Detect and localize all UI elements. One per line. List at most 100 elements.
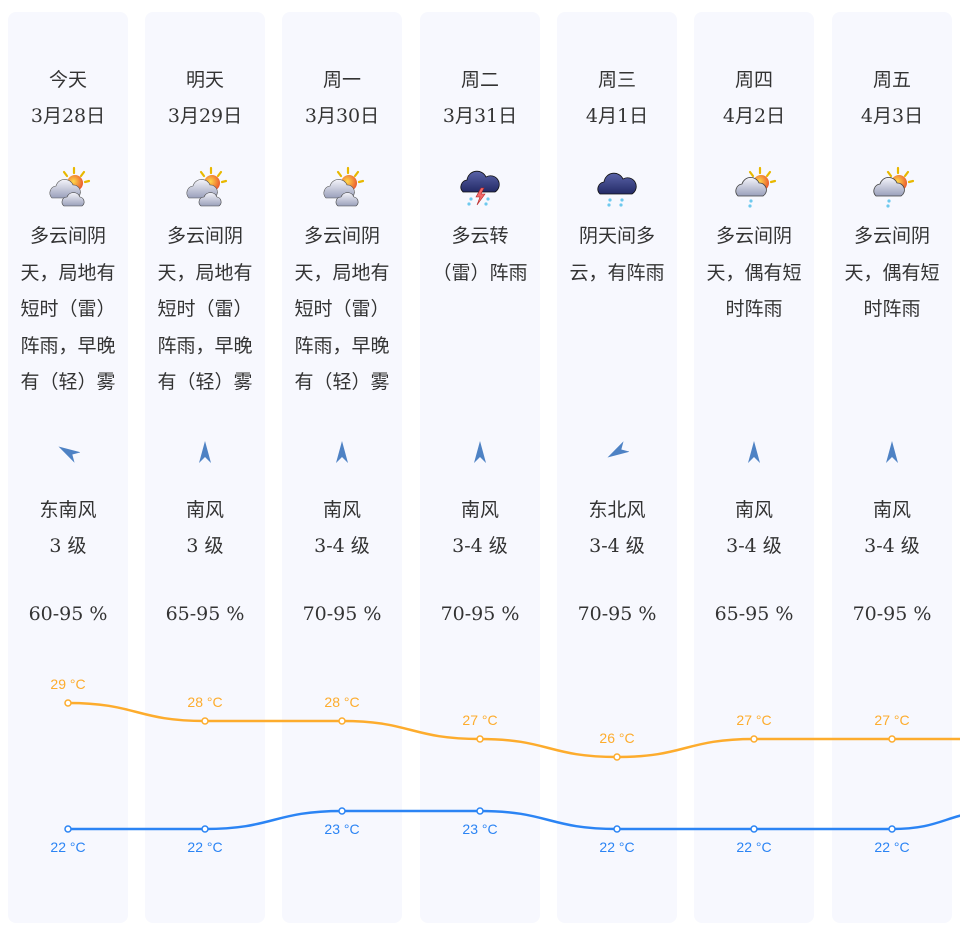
description-line: 短时（雷） [157, 298, 253, 320]
description-line: 有（轻）雾 [157, 371, 253, 393]
humidity: 60-95 % [28, 603, 108, 625]
day-name: 周二 [460, 69, 499, 91]
day-name: 周一 [322, 69, 361, 91]
description-line: 多云间阴 [853, 225, 930, 247]
description-line: 阵雨，早晚 [294, 334, 390, 357]
wind-direction: 东北风 [588, 499, 646, 521]
wind-level: 3-4 级 [314, 535, 370, 557]
partly-cloudy-rain-icon [868, 164, 916, 212]
description-line: 多云间阴 [303, 225, 380, 247]
wind-direction: 东南风 [39, 499, 97, 521]
day-header: 周四 4月2日 [694, 62, 814, 134]
day-date: 4月2日 [722, 105, 786, 127]
day-header: 今天 3月28日 [8, 62, 128, 134]
day-name: 周四 [734, 69, 773, 91]
description-line: 时阵雨 [863, 298, 921, 320]
day-card-1: 今天 3月28日 多云间阴天，局地有短时（雷） 阵雨，早晚有（轻）雾 东南风 3 … [8, 12, 128, 923]
day-card-3: 周一 3月30日 多云间阴天，局地有短时（雷） 阵雨，早晚有（轻）雾 南风 3-4… [282, 12, 402, 923]
weather-description: 多云间阴 天，偶有短 时阵雨 [694, 218, 814, 328]
wind-info: 南风 3-4 级 [832, 492, 952, 564]
description-line: 多云间阴 [715, 225, 792, 247]
shower-icon [593, 164, 641, 212]
day-date: 3月31日 [442, 105, 518, 127]
wind-direction: 南风 [734, 499, 773, 521]
wind-arrow-south-icon [880, 436, 904, 468]
day-card-6: 周四 4月2日 多云间阴 天，偶有短 时阵雨 南风 3-4 级 65-95 % [694, 12, 814, 923]
partly-cloudy-icon [318, 164, 366, 212]
wind-info: 东南风 3 级 [8, 492, 128, 564]
description-line: 多云转 [451, 225, 509, 247]
description-line: 多云间阴 [29, 225, 106, 247]
wind-info: 东北风 3-4 级 [557, 492, 677, 564]
humidity: 70-95 % [577, 603, 657, 625]
description-line: 阵雨，早晚 [157, 334, 253, 357]
wind-arrow-northeast-icon [605, 436, 630, 468]
day-header: 周三 4月1日 [557, 62, 677, 134]
day-header: 周五 4月3日 [832, 62, 952, 134]
wind-arrow-south-icon [742, 436, 766, 468]
description-line: 阴天间多 [578, 225, 655, 247]
day-date: 4月1日 [585, 105, 649, 127]
wind-info: 南风 3-4 级 [694, 492, 814, 564]
wind-info: 南风 3 级 [145, 492, 265, 564]
wind-arrow-south-icon [468, 436, 492, 468]
weather-description: 多云间阴天，局地有短时（雷） 阵雨，早晚有（轻）雾 [282, 218, 402, 401]
thunder-shower-icon [456, 164, 504, 212]
weather-description: 多云间阴 天，局地有 短时（雷） 阵雨，早晚 有（轻）雾 [145, 218, 265, 401]
wind-direction: 南风 [185, 499, 224, 521]
day-name: 周五 [872, 69, 911, 91]
day-date: 3月30日 [304, 105, 380, 127]
description-line: 时阵雨 [725, 298, 783, 320]
humidity: 70-95 % [440, 603, 520, 625]
wind-level: 3-4 级 [864, 535, 920, 557]
day-card-4: 周二 3月31日 多云转 （雷）阵雨 南风 3-4 级 70-95 % [420, 12, 540, 923]
wind-level: 3 级 [49, 535, 87, 557]
description-line: 短时（雷） [20, 298, 116, 320]
wind-arrow-southeast-icon [56, 436, 81, 468]
description-line: （雷）阵雨 [432, 261, 528, 284]
wind-direction: 南风 [322, 499, 361, 521]
wind-info: 南风 3-4 级 [282, 492, 402, 564]
weather-description: 多云转 （雷）阵雨 [420, 218, 540, 291]
description-line: 有（轻）雾 [294, 371, 390, 393]
day-name: 今天 [48, 69, 87, 91]
wind-arrow-south-icon [193, 436, 217, 468]
description-line: 阵雨，早晚 [20, 334, 116, 357]
day-header: 周一 3月30日 [282, 62, 402, 134]
description-line: 天，局地有 [20, 261, 116, 284]
description-line: 天，局地有 [294, 261, 390, 284]
partly-cloudy-icon [44, 164, 92, 212]
wind-info: 南风 3-4 级 [420, 492, 540, 564]
description-line: 多云间阴 [166, 225, 243, 247]
humidity: 65-95 % [165, 603, 245, 625]
partly-cloudy-rain-icon [730, 164, 778, 212]
humidity: 70-95 % [302, 603, 382, 625]
description-line: 短时（雷） [294, 298, 390, 320]
weather-description: 多云间阴天，偶有短时阵雨 [832, 218, 952, 328]
day-header: 周二 3月31日 [420, 62, 540, 134]
wind-level: 3-4 级 [589, 535, 645, 557]
description-line: 天，偶有短 [844, 261, 940, 284]
humidity: 65-95 % [714, 603, 794, 625]
wind-arrow-south-icon [330, 436, 354, 468]
wind-level: 3-4 级 [452, 535, 508, 557]
partly-cloudy-icon [181, 164, 229, 212]
wind-level: 3 级 [186, 535, 224, 557]
weather-description: 阴天间多云，有阵雨 [557, 218, 677, 291]
wind-level: 3-4 级 [726, 535, 782, 557]
day-name: 周三 [597, 69, 636, 91]
day-header: 明天 3月29日 [145, 62, 265, 134]
wind-direction: 南风 [872, 499, 911, 521]
weather-description: 多云间阴天，局地有短时（雷） 阵雨，早晚有（轻）雾 [8, 218, 128, 401]
day-card-5: 周三 4月1日 阴天间多云，有阵雨 东北风 3-4 级 70-95 % [557, 12, 677, 923]
day-date: 4月3日 [860, 105, 924, 127]
humidity: 70-95 % [852, 603, 932, 625]
day-card-7: 周五 4月3日 多云间阴天，偶有短时阵雨 南风 3-4 级 70-95 % [832, 12, 952, 923]
description-line: 云，有阵雨 [569, 261, 665, 284]
day-name: 明天 [185, 69, 224, 91]
day-card-2: 明天 3月29日 多云间阴 天，局地有 短时（雷） 阵雨，早晚 有（轻）雾 南风 3 级… [145, 12, 265, 923]
description-line: 有（轻）雾 [20, 371, 116, 393]
day-date: 3月29日 [167, 105, 243, 127]
day-date: 3月28日 [30, 105, 106, 127]
wind-direction: 南风 [460, 499, 499, 521]
